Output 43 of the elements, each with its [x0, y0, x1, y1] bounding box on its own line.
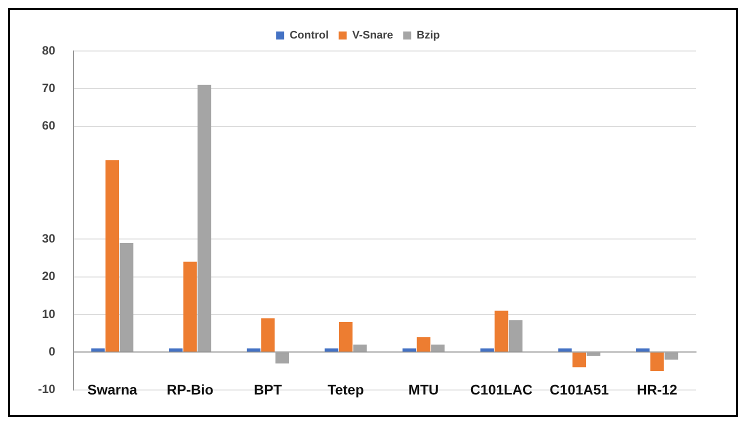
legend-label: Control [290, 30, 329, 42]
bar [353, 344, 367, 352]
bar [508, 320, 522, 352]
bar [572, 352, 586, 368]
bar [120, 242, 134, 352]
bar [402, 348, 416, 352]
y-tick-label: 0 [48, 344, 56, 358]
bar [183, 262, 197, 352]
bar [246, 348, 260, 352]
bar [586, 352, 600, 356]
x-tick-label: MTU [408, 381, 439, 398]
y-tick-label: 70 [42, 80, 56, 95]
bar [650, 352, 664, 371]
bar [169, 348, 183, 352]
x-tick-label: HR-12 [636, 381, 678, 398]
x-tick-label: Swarna [87, 381, 138, 398]
bar [664, 352, 678, 360]
bar [338, 322, 353, 352]
legend-label: V-Snare [352, 30, 394, 42]
y-tick-label: 20 [42, 269, 56, 284]
bar [275, 352, 289, 364]
bar [324, 348, 338, 352]
bar [494, 310, 508, 352]
bar [416, 337, 430, 352]
bar [91, 348, 105, 352]
bar [198, 84, 212, 352]
bar [431, 344, 445, 352]
x-tick-label: C101LAC [470, 381, 533, 398]
x-tick-label: BPT [254, 381, 282, 398]
y-tick-label: 30 [42, 232, 56, 246]
bar [636, 348, 650, 352]
bar [480, 348, 494, 352]
x-tick-label: Tetep [328, 381, 364, 398]
bar [558, 348, 572, 352]
bar [261, 318, 275, 352]
y-tick-label: 60 [42, 118, 56, 133]
y-tick-label: 10 [42, 306, 56, 321]
bar [105, 160, 120, 352]
x-tick-label: C101A51 [550, 381, 610, 398]
legend-label: Bzip [416, 30, 440, 42]
y-tick-label: -10 [38, 382, 56, 396]
x-tick-label: RP-Bio [166, 381, 214, 398]
y-tick-label: 80 [42, 43, 56, 58]
